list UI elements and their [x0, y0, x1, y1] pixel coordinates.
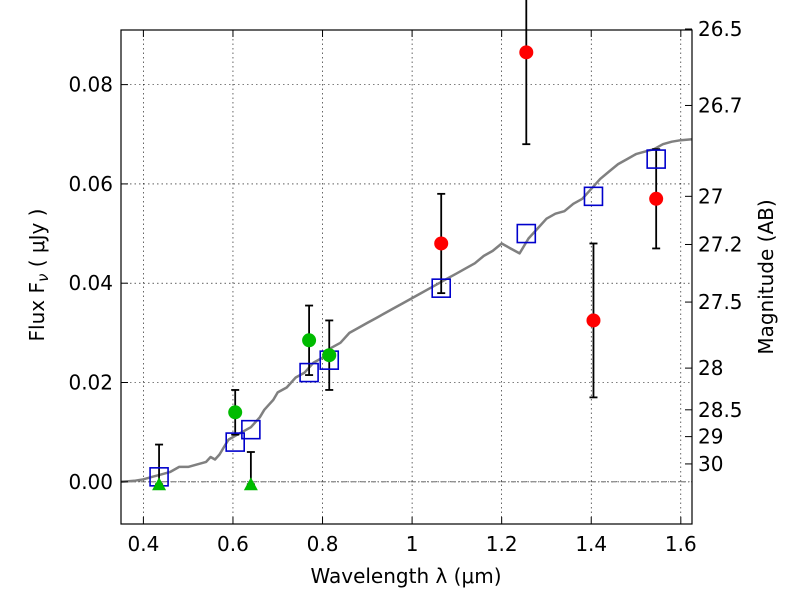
model-photometry-square [241, 419, 261, 440]
model-photometry-square [225, 432, 245, 452]
y-axis-title-sub: ν [34, 274, 52, 282]
x-tick-label: 1.2 [486, 532, 518, 556]
y-axis-title-units: ( μJy ) [25, 209, 49, 274]
green-limit-triangle [243, 477, 258, 491]
y2-tick-label: 26.7 [698, 93, 743, 117]
model-photometry-square [299, 362, 319, 383]
red-photometry-point [586, 313, 601, 328]
red-photometry-point [434, 236, 449, 251]
x-axis-title: Wavelength λ (μm) [310, 564, 501, 588]
y2-tick-label: 27.5 [698, 290, 743, 314]
x-tick-label: 1.6 [665, 532, 697, 556]
green-limit-triangle [152, 477, 167, 491]
y-axis-title-main: Flux F [25, 282, 49, 341]
model-photometry-square [516, 223, 537, 244]
x-tick-label: 1 [406, 532, 419, 556]
model-photometry-square [646, 149, 666, 169]
axis-ticks [121, 28, 692, 524]
y2-tick-label: 28.5 [698, 398, 743, 422]
plot-frame [120, 29, 693, 525]
y-axis-title: Flux Fν ( μJy ) [25, 209, 52, 342]
y-tick-label: 0.02 [68, 371, 113, 395]
y2-tick-label: 26.5 [698, 17, 743, 41]
y2-tick-label: 28 [698, 356, 723, 380]
model-spectrum-line [120, 137, 693, 484]
y-tick-label: 0.00 [68, 470, 113, 494]
x-tick-label: 0.4 [127, 532, 159, 556]
x-tick-labels: 0.4 0.6 0.8 1 1.2 1.4 1.6 [127, 532, 696, 556]
y-tick-label: 0.06 [68, 172, 113, 196]
green-photometry-point [302, 333, 317, 348]
y2-tick-label: 27.2 [698, 232, 743, 256]
grid-lines [121, 30, 692, 524]
model-photometry-square [431, 278, 452, 298]
x-tick-label: 0.8 [307, 532, 339, 556]
y-tick-label: 0.04 [68, 271, 113, 295]
data-markers [149, 45, 666, 491]
y-tick-label: 0.08 [68, 73, 113, 97]
y-tick-labels: 0.00 0.02 0.04 0.06 0.08 [68, 73, 113, 494]
y2-tick-label: 30 [698, 452, 723, 476]
y2-tick-label: 29 [698, 425, 723, 449]
red-photometry-point [519, 45, 534, 60]
model-spectrum [120, 137, 693, 484]
x-tick-label: 0.6 [217, 532, 249, 556]
red-photometry-point [649, 191, 664, 206]
model-photometry-square [583, 186, 604, 207]
x-tick-label: 1.4 [575, 532, 607, 556]
y2-tick-labels: 26.5 26.7 27 27.2 27.5 28 28.5 29 30 [698, 17, 743, 476]
y2-axis-title: Magnitude (AB) [754, 199, 778, 354]
y2-tick-label: 27 [698, 184, 723, 208]
green-photometry-point [322, 348, 337, 363]
green-photometry-point [228, 405, 243, 420]
